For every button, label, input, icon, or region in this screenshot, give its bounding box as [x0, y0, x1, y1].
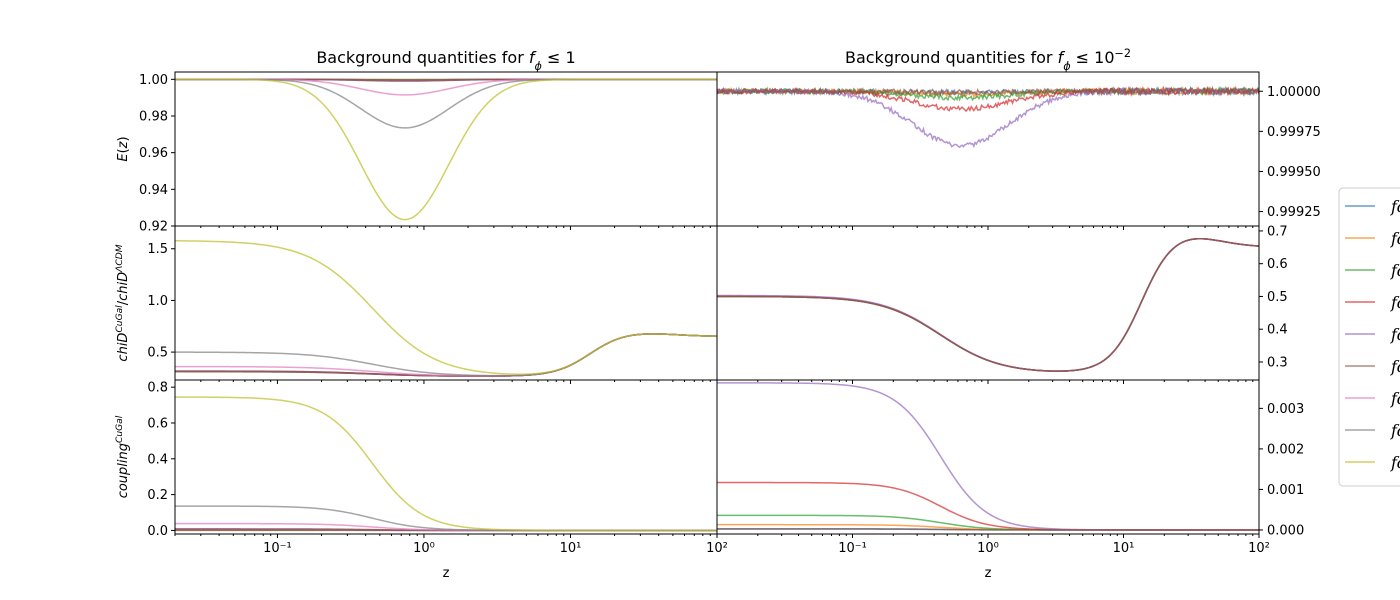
- axes-frame: [175, 72, 717, 226]
- series-line-fϕ1: [175, 334, 717, 376]
- y-tick-label: 0.96: [139, 146, 168, 161]
- axes-frame: [717, 226, 1259, 380]
- series-group: [717, 88, 1259, 147]
- panel-middle-right: 0.3 0.4 0.5 0.6 0.7: [717, 224, 1288, 384]
- y-tick-label: 1.00000: [1267, 85, 1321, 100]
- x-tick-label: 10¹: [560, 541, 582, 556]
- series-line-fϕ3: [717, 239, 1259, 371]
- y-tick-label: 0.4: [147, 452, 168, 467]
- y-tick-label: 0.6: [147, 416, 168, 431]
- series-line-fϕ2: [175, 334, 717, 376]
- panel-middle-left: 0.5 1.0 1.5 chiDCuGal/chiDΛCDM: [115, 226, 717, 384]
- y-tick-label: 0.5: [147, 346, 168, 361]
- series-line-fϕ3: [717, 515, 1259, 530]
- x-axis-label: z: [443, 566, 450, 581]
- panel-top-left: 0.92 0.94 0.96 0.98 1.00 Background quantitie…: [116, 48, 717, 235]
- x-tick-label: 10⁻¹: [263, 541, 292, 556]
- x-tick-label: 10¹: [1113, 541, 1135, 556]
- legend-label: fϕ: [1390, 389, 1400, 408]
- y-tick-label: 0.94: [139, 183, 168, 198]
- series-line-fϕ9: [175, 397, 717, 530]
- y-tick-label: 0.7: [1267, 224, 1288, 239]
- panel-top-right: 0.99925 0.99950 0.99975 1.00000 Background q…: [717, 47, 1321, 231]
- series-line-fϕ3: [175, 334, 717, 376]
- x-tick-label: 10⁰: [413, 541, 435, 556]
- y-tick-label: 0.000: [1267, 523, 1304, 538]
- series-line-fϕ4: [717, 239, 1259, 371]
- legend: fϕ fϕ fϕ fϕ fϕ fϕ fϕ fϕ fϕ: [1339, 188, 1400, 486]
- axes-frame: [717, 380, 1259, 534]
- y-tick-label: 0.99975: [1267, 125, 1321, 140]
- panels-group: 0.92 0.94 0.96 0.98 1.00 Background quantitie…: [115, 47, 1321, 582]
- panel-title: Background quantities for fϕ ≤ 10−2: [845, 47, 1131, 73]
- series-group: [717, 239, 1259, 371]
- y-tick-label: 1.00: [139, 73, 168, 88]
- series-line-fϕ8: [175, 506, 717, 530]
- series-line-fϕ6: [175, 334, 717, 376]
- legend-label: fϕ: [1390, 325, 1400, 344]
- legend-label: fϕ: [1390, 293, 1400, 312]
- y-tick-label: 1.0: [147, 294, 168, 309]
- y-tick-label: 0.0: [147, 524, 168, 539]
- series-line-fϕ5: [717, 383, 1259, 530]
- y-tick-label: 0.99950: [1267, 165, 1321, 180]
- y-tick-label: 0.99925: [1267, 205, 1321, 220]
- y-tick-label: 0.5: [1267, 290, 1288, 305]
- axes-frame: [175, 380, 717, 534]
- y-tick-label: 0.003: [1267, 402, 1304, 417]
- series-line-fϕ9: [175, 79, 717, 219]
- x-tick-label: 10⁻¹: [838, 541, 867, 556]
- y-tick-label: 0.6: [1267, 257, 1288, 272]
- series-line-fϕ2: [717, 239, 1259, 371]
- x-axis-label: z: [985, 566, 992, 581]
- series-group: [175, 241, 717, 376]
- series-group: [175, 79, 717, 219]
- y-tick-label: 0.3: [1267, 355, 1288, 370]
- y-axis-label: couplingCuGal: [115, 415, 131, 498]
- series-line-fϕ6: [717, 529, 1259, 530]
- panel-bottom-left: 0.0 0.2 0.4 0.6 0.8 10⁻¹ 10⁰ 10¹ 10² z couplingCuG…: [115, 380, 728, 581]
- legend-label: fϕ: [1390, 453, 1400, 472]
- y-tick-label: 0.8: [147, 381, 168, 396]
- legend-label: fϕ: [1390, 421, 1400, 440]
- series-line-fϕ8: [175, 79, 717, 128]
- series-line-fϕ6: [717, 239, 1259, 371]
- y-axis-label: E(z): [116, 136, 131, 161]
- panel-bottom-right: 0.000 0.001 0.002 0.003 10⁻¹ 10⁰ 10¹ 10² z: [717, 380, 1304, 581]
- series-line-fϕ9: [175, 241, 717, 374]
- panel-title: Background quantities for fϕ ≤ 1: [316, 48, 575, 73]
- legend-label: fϕ: [1390, 197, 1400, 216]
- y-tick-label: 0.002: [1267, 442, 1304, 457]
- series-line-fϕ7: [175, 79, 717, 95]
- series-group: [175, 397, 717, 530]
- y-tick-label: 1.5: [147, 242, 168, 257]
- series-line-fϕ7: [175, 334, 717, 376]
- series-group: [717, 383, 1259, 530]
- y-tick-label: 0.001: [1267, 483, 1304, 498]
- legend-label: fϕ: [1390, 261, 1400, 280]
- series-line-fϕ1: [717, 239, 1259, 371]
- y-axis-label: chiDCuGal/chiDΛCDM: [115, 244, 131, 361]
- x-tick-label: 10²: [706, 541, 728, 556]
- y-tick-label: 0.2: [147, 488, 168, 503]
- series-line-fϕ5: [717, 239, 1259, 371]
- y-tick-label: 0.92: [139, 220, 168, 235]
- axes-frame: [175, 226, 717, 380]
- series-line-fϕ8: [175, 334, 717, 376]
- series-line-fϕ4: [717, 483, 1259, 530]
- x-tick-label: 10²: [1248, 541, 1270, 556]
- legend-label: fϕ: [1390, 357, 1400, 376]
- series-line-fϕ5: [175, 334, 717, 376]
- y-tick-label: 0.98: [139, 110, 168, 125]
- x-tick-label: 10⁰: [977, 541, 999, 556]
- y-tick-label: 0.4: [1267, 323, 1288, 338]
- series-line-fϕ4: [175, 334, 717, 376]
- legend-label: fϕ: [1390, 229, 1400, 248]
